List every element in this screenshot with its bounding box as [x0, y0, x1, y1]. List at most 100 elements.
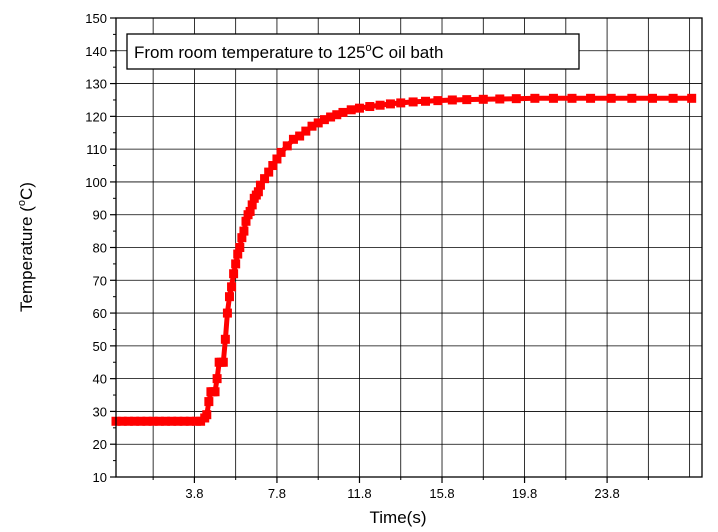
data-point — [136, 416, 146, 426]
x-tick-label: 3.8 — [185, 486, 203, 501]
data-point — [154, 416, 164, 426]
data-point — [231, 259, 241, 269]
data-point — [511, 94, 521, 104]
data-point — [668, 93, 678, 103]
data-point — [365, 102, 375, 112]
y-tick-label: 130 — [85, 77, 107, 92]
data-point — [338, 107, 348, 117]
grid — [116, 18, 702, 477]
x-tick-label: 7.8 — [268, 486, 286, 501]
data-point — [233, 249, 243, 259]
data-point — [130, 416, 140, 426]
data-point — [288, 134, 298, 144]
data-point — [268, 161, 278, 171]
annotation-box: From room temperature to 125oC oil bath — [126, 33, 580, 70]
data-point — [326, 112, 336, 122]
y-tick-label: 10 — [93, 470, 107, 485]
annotation-text: From room temperature to 125oC oil bath — [134, 42, 443, 62]
data-point — [687, 93, 697, 103]
data-point — [117, 416, 127, 426]
data-point — [548, 93, 558, 103]
data-point — [260, 174, 270, 184]
y-tick-label: 30 — [93, 404, 107, 419]
data-point — [276, 147, 286, 157]
data-point — [220, 334, 230, 344]
y-axis-title-suffix: C) — [17, 182, 36, 200]
data-point — [218, 357, 228, 367]
data-point — [247, 200, 257, 210]
data-point — [627, 93, 637, 103]
data-point — [235, 243, 245, 252]
ticks — [110, 17, 649, 483]
series-line — [116, 95, 692, 424]
y-tick-label: 40 — [93, 372, 107, 387]
data-point — [495, 94, 505, 104]
x-axis-title: Time(s) — [370, 508, 427, 527]
data-point — [462, 95, 472, 105]
y-tick-label: 150 — [85, 11, 107, 26]
y-tick-label: 90 — [93, 208, 107, 223]
y-tick-label: 20 — [93, 437, 107, 452]
data-point — [385, 99, 395, 109]
data-point — [319, 115, 329, 125]
annotation-frame — [126, 33, 580, 70]
data-point — [332, 110, 342, 120]
annotation-prefix: From room temperature to 125 — [134, 43, 365, 62]
data-point — [567, 93, 577, 103]
data-point — [212, 374, 222, 384]
data-point — [354, 103, 364, 113]
data-point — [185, 416, 195, 426]
y-tick-label: 60 — [93, 306, 107, 321]
y-tick-label: 140 — [85, 44, 107, 59]
data-point — [408, 97, 418, 107]
tick-labels: 10 20 30 40 50 60 70 80 90 100 110 120 130 140 150 3.8 7… — [85, 11, 619, 501]
data-point — [142, 416, 152, 426]
data-point — [167, 416, 177, 426]
annotation-degree: o — [365, 42, 371, 54]
data-point — [245, 206, 255, 216]
data-point — [301, 126, 311, 136]
data-point — [123, 416, 133, 426]
x-tick-label: 15.8 — [429, 486, 454, 501]
y-tick-label: 50 — [93, 339, 107, 354]
data-point — [210, 387, 220, 397]
x-tick-label: 11.8 — [347, 486, 371, 501]
data-point — [241, 216, 251, 226]
data-point — [229, 269, 239, 279]
data-point — [396, 98, 406, 108]
data-point — [295, 131, 305, 141]
annotation-suffix: C oil bath — [372, 43, 444, 62]
data-point — [346, 105, 356, 115]
y-tick-label: 80 — [93, 241, 107, 256]
series-group — [111, 93, 697, 426]
data-point — [272, 154, 282, 164]
y-tick-label: 120 — [85, 109, 107, 124]
data-point — [447, 95, 457, 105]
data-point — [237, 233, 247, 243]
data-point — [530, 93, 540, 103]
y-axis-title-degree: o — [16, 200, 28, 206]
data-point — [239, 226, 249, 236]
data-point — [173, 416, 183, 426]
data-point — [204, 397, 214, 407]
data-point — [586, 93, 596, 103]
data-point — [179, 416, 189, 426]
data-point — [227, 282, 237, 292]
y-axis-title-prefix: Temperature ( — [17, 206, 36, 312]
data-point — [253, 187, 263, 197]
data-point — [313, 118, 323, 128]
data-point — [148, 416, 158, 426]
y-tick-label: 110 — [86, 142, 107, 157]
data-point — [606, 93, 616, 103]
data-point — [478, 94, 488, 104]
data-point — [421, 96, 431, 106]
data-point — [255, 180, 265, 190]
data-point — [222, 308, 232, 318]
y-tick-label: 70 — [93, 273, 107, 288]
data-point — [647, 93, 657, 103]
x-tick-label: 19.8 — [512, 486, 537, 501]
x-tick-label: 23.8 — [594, 486, 619, 501]
y-tick-label: 100 — [85, 175, 107, 190]
data-point — [433, 96, 443, 106]
